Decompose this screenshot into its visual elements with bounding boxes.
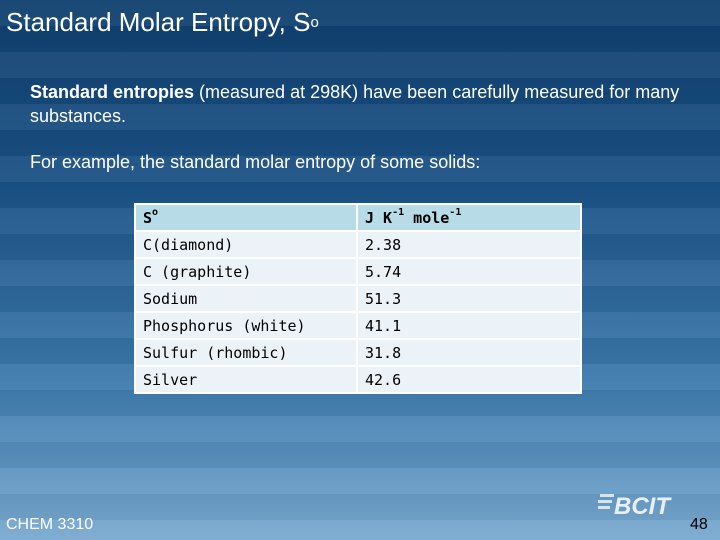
substance-cell: Sodium [134,284,358,313]
slide-title-text: Standard Molar Entropy, S [6,7,311,37]
substance-cell: Silver [134,365,358,394]
header-symbol-superscript: o [152,206,159,218]
units-mole-exponent: -1 [449,206,462,218]
table-row: Sulfur (rhombic) 31.8 [134,338,582,367]
bcit-logo-text: BCIT [614,493,672,520]
substance-cell: C(diamond) [134,230,358,259]
entropy-value-cell: 51.3 [356,284,582,313]
entropy-value-cell: 42.6 [356,365,582,394]
entropy-value-cell: 41.1 [356,311,582,340]
entropy-value-cell: 31.8 [356,338,582,367]
example-paragraph: For example, the standard molar entropy … [30,152,481,172]
header-symbol: S [143,208,153,227]
table-row: Sodium 51.3 [134,284,582,313]
course-code: CHEM 3310 [6,516,94,533]
substance-cell: Phosphorus (white) [134,311,358,340]
substance-cell: C (graphite) [134,257,358,286]
intro-rest-text: (measured at 298K) have been carefully m… [30,82,680,126]
table-row: C(diamond) 2.38 [134,230,582,259]
table-row: Phosphorus (white) 41.1 [134,311,582,340]
entropy-value-cell: 2.38 [356,230,582,259]
units-j-k: J K [365,208,393,227]
table-row: Silver 42.6 [134,365,582,394]
substance-cell: Sulfur (rhombic) [134,338,358,367]
slide-title-superscript: o [310,14,319,31]
intro-bold-term: Standard entropies [30,82,195,102]
units-k-exponent: -1 [392,206,405,218]
page-number: 48 [690,516,708,533]
header-units-cell: J K-1 mole-1 [356,203,582,232]
slide-title: Standard Molar Entropy, So [6,6,319,38]
entropy-table: So J K-1 mole-1 C(diamond) 2.38 C (graph… [134,203,582,394]
intro-paragraph: Standard entropies (measured at 298K) ha… [30,80,690,128]
entropy-value-cell: 5.74 [356,257,582,286]
table-header-row: So J K-1 mole-1 [134,203,582,232]
bcit-logo: BCIT [598,493,672,520]
header-symbol-cell: So [134,203,358,232]
table-row: C (graphite) 5.74 [134,257,582,286]
units-mole: mole [404,208,450,227]
